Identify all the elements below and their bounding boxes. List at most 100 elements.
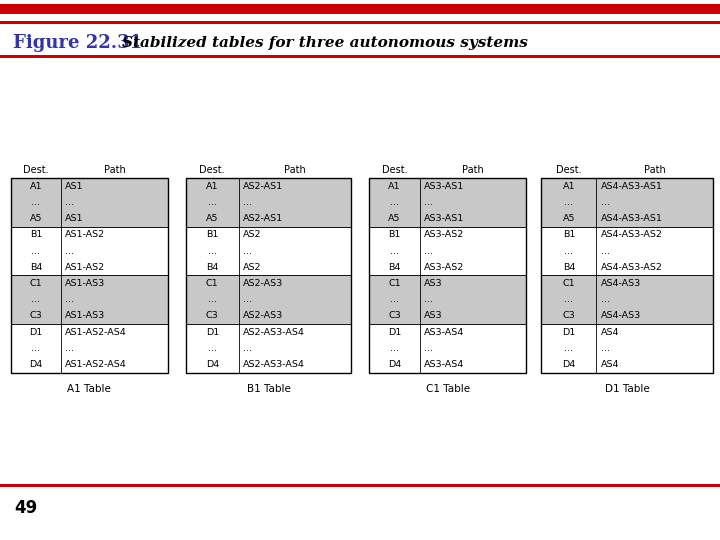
Text: A1: A1 <box>30 182 42 191</box>
Text: C3: C3 <box>206 312 219 320</box>
Text: D4: D4 <box>30 360 42 369</box>
Text: B4: B4 <box>562 263 575 272</box>
Text: Dest.: Dest. <box>199 165 225 175</box>
Text: AS3-AS2: AS3-AS2 <box>423 231 464 239</box>
Text: AS4-AS3: AS4-AS3 <box>600 279 641 288</box>
Text: C1: C1 <box>562 279 575 288</box>
Text: AS4-AS3-AS1: AS4-AS3-AS1 <box>600 182 662 191</box>
Text: ...: ... <box>390 295 399 304</box>
Text: AS3-AS1: AS3-AS1 <box>423 214 464 223</box>
Text: Dest.: Dest. <box>23 165 49 175</box>
Text: Dest.: Dest. <box>556 165 582 175</box>
Text: A5: A5 <box>562 214 575 223</box>
Text: AS4-AS3-AS2: AS4-AS3-AS2 <box>600 263 662 272</box>
Text: ...: ... <box>208 295 217 304</box>
Text: B4: B4 <box>206 263 218 272</box>
Text: C3: C3 <box>562 312 575 320</box>
Text: AS2: AS2 <box>243 263 261 272</box>
Text: AS1-AS2: AS1-AS2 <box>65 231 105 239</box>
Text: A1 Table: A1 Table <box>68 384 111 395</box>
Text: AS1: AS1 <box>65 182 84 191</box>
Text: AS1-AS3: AS1-AS3 <box>65 312 105 320</box>
Text: D1: D1 <box>206 328 219 336</box>
Text: B4: B4 <box>30 263 42 272</box>
Text: AS2-AS3: AS2-AS3 <box>243 312 283 320</box>
Text: AS1-AS2: AS1-AS2 <box>65 263 105 272</box>
Bar <box>369 227 526 275</box>
Text: ...: ... <box>564 247 573 255</box>
Text: B4: B4 <box>388 263 400 272</box>
Text: ...: ... <box>423 247 433 255</box>
Text: AS4-AS3-AS1: AS4-AS3-AS1 <box>600 214 662 223</box>
Text: D4: D4 <box>562 360 575 369</box>
Bar <box>541 178 713 373</box>
Bar <box>11 227 168 275</box>
Bar <box>186 178 351 373</box>
Bar <box>11 178 168 373</box>
Text: AS3-AS4: AS3-AS4 <box>423 328 464 336</box>
Text: C1: C1 <box>388 279 401 288</box>
Bar <box>186 324 351 373</box>
Text: D4: D4 <box>206 360 219 369</box>
Text: D4: D4 <box>388 360 401 369</box>
Text: D1: D1 <box>562 328 575 336</box>
Text: ...: ... <box>208 344 217 353</box>
Text: AS2-AS3: AS2-AS3 <box>243 279 283 288</box>
Text: ...: ... <box>243 344 252 353</box>
Text: ...: ... <box>423 295 433 304</box>
Bar <box>11 275 168 324</box>
Text: ...: ... <box>32 247 40 255</box>
Text: ...: ... <box>243 295 252 304</box>
Text: AS4: AS4 <box>600 328 619 336</box>
Text: Path: Path <box>284 165 306 175</box>
Text: AS1-AS2-AS4: AS1-AS2-AS4 <box>65 328 127 336</box>
Text: Path: Path <box>644 165 665 175</box>
Text: AS2-AS3-AS4: AS2-AS3-AS4 <box>243 328 305 336</box>
Text: 49: 49 <box>14 498 37 517</box>
Text: ...: ... <box>600 247 610 255</box>
Text: A5: A5 <box>30 214 42 223</box>
Text: Dest.: Dest. <box>382 165 408 175</box>
Text: ...: ... <box>32 198 40 207</box>
Bar <box>369 178 526 373</box>
Text: AS1: AS1 <box>65 214 84 223</box>
Text: ...: ... <box>65 247 74 255</box>
Text: C1: C1 <box>30 279 42 288</box>
Text: A1: A1 <box>388 182 401 191</box>
Text: AS2-AS3-AS4: AS2-AS3-AS4 <box>243 360 305 369</box>
Text: AS4-AS3-AS2: AS4-AS3-AS2 <box>600 231 662 239</box>
Text: A1: A1 <box>206 182 218 191</box>
Text: Figure 22.31: Figure 22.31 <box>13 34 142 52</box>
Text: A5: A5 <box>206 214 218 223</box>
Text: B1: B1 <box>206 231 218 239</box>
Text: AS2-AS1: AS2-AS1 <box>243 182 283 191</box>
Text: ...: ... <box>32 295 40 304</box>
Text: D1: D1 <box>388 328 401 336</box>
Bar <box>186 227 351 275</box>
Text: B1: B1 <box>388 231 400 239</box>
Text: Stabilized tables for three autonomous systems: Stabilized tables for three autonomous s… <box>122 36 528 50</box>
Bar <box>369 178 526 227</box>
Text: AS3-AS1: AS3-AS1 <box>423 182 464 191</box>
Text: AS2: AS2 <box>243 231 261 239</box>
Text: AS1-AS3: AS1-AS3 <box>65 279 105 288</box>
Text: Path: Path <box>104 165 125 175</box>
Text: C1: C1 <box>206 279 219 288</box>
Text: C1 Table: C1 Table <box>426 384 470 395</box>
Bar <box>0 55 720 58</box>
Text: AS2-AS1: AS2-AS1 <box>243 214 283 223</box>
Bar <box>11 178 168 227</box>
Text: AS4-AS3: AS4-AS3 <box>600 312 641 320</box>
Text: ...: ... <box>600 198 610 207</box>
Text: A5: A5 <box>388 214 401 223</box>
Text: ...: ... <box>65 295 74 304</box>
Bar <box>0 484 720 487</box>
Text: C3: C3 <box>388 312 401 320</box>
Text: B1 Table: B1 Table <box>247 384 290 395</box>
Text: C3: C3 <box>30 312 42 320</box>
Text: ...: ... <box>423 198 433 207</box>
Text: ...: ... <box>65 198 74 207</box>
Text: ...: ... <box>600 295 610 304</box>
Text: AS4: AS4 <box>600 360 619 369</box>
Text: ...: ... <box>390 344 399 353</box>
